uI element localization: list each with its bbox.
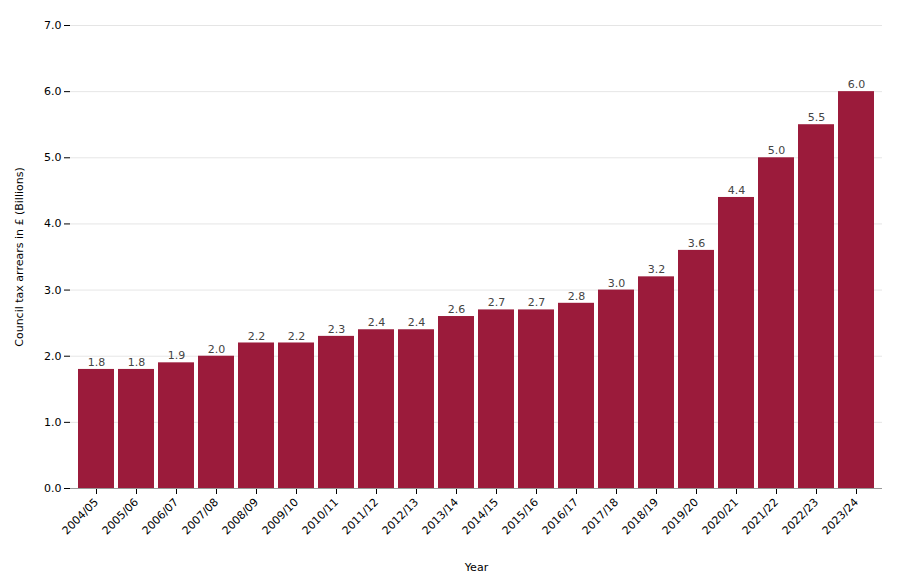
svg-text:6.0: 6.0 [848, 78, 866, 91]
svg-text:2004/05: 2004/05 [60, 496, 102, 538]
svg-text:2022/23: 2022/23 [780, 496, 822, 538]
svg-text:7.0: 7.0 [44, 19, 62, 32]
svg-text:2023/24: 2023/24 [820, 496, 862, 538]
svg-text:2006/07: 2006/07 [140, 496, 182, 538]
svg-text:2.8: 2.8 [568, 290, 586, 303]
svg-text:2.6: 2.6 [448, 303, 466, 316]
svg-text:1.8: 1.8 [128, 356, 146, 369]
svg-text:2.2: 2.2 [248, 330, 266, 343]
svg-text:2007/08: 2007/08 [180, 496, 222, 538]
svg-text:2013/14: 2013/14 [420, 496, 462, 538]
svg-text:2018/19: 2018/19 [620, 496, 662, 538]
svg-text:2010/11: 2010/11 [300, 496, 342, 538]
svg-text:2005/06: 2005/06 [100, 496, 142, 538]
svg-text:2012/13: 2012/13 [380, 496, 422, 538]
svg-text:1.9: 1.9 [168, 349, 186, 362]
svg-text:2019/20: 2019/20 [660, 496, 702, 538]
svg-text:4.0: 4.0 [44, 217, 62, 230]
svg-text:2015/16: 2015/16 [500, 496, 542, 538]
svg-text:2017/18: 2017/18 [580, 496, 622, 538]
svg-text:2.0: 2.0 [208, 343, 226, 356]
svg-text:2.0: 2.0 [44, 350, 62, 363]
svg-text:Year: Year [464, 561, 489, 574]
svg-text:3.6: 3.6 [688, 237, 706, 250]
svg-text:6.0: 6.0 [44, 85, 62, 98]
svg-text:2016/17: 2016/17 [540, 496, 582, 538]
svg-text:0.0: 0.0 [44, 482, 62, 495]
svg-text:5.0: 5.0 [768, 144, 786, 157]
svg-text:2011/12: 2011/12 [340, 496, 382, 538]
svg-text:3.0: 3.0 [44, 284, 62, 297]
svg-text:2.7: 2.7 [488, 296, 506, 309]
svg-text:2.3: 2.3 [328, 323, 346, 336]
svg-text:3.0: 3.0 [608, 277, 626, 290]
svg-text:2020/21: 2020/21 [700, 496, 742, 538]
svg-text:Council tax arrears in £ (Bill: Council tax arrears in £ (Billions) [13, 167, 26, 347]
svg-text:5.5: 5.5 [808, 111, 826, 124]
svg-text:2.2: 2.2 [288, 330, 306, 343]
svg-text:5.0: 5.0 [44, 151, 62, 164]
svg-text:2.4: 2.4 [368, 316, 386, 329]
svg-text:2009/10: 2009/10 [260, 496, 302, 538]
svg-text:2008/09: 2008/09 [220, 496, 262, 538]
svg-text:2.4: 2.4 [408, 316, 426, 329]
svg-text:2014/15: 2014/15 [460, 496, 502, 538]
svg-text:3.2: 3.2 [648, 263, 666, 276]
svg-text:2.7: 2.7 [528, 296, 546, 309]
svg-text:4.4: 4.4 [728, 184, 746, 197]
svg-text:2021/22: 2021/22 [740, 496, 782, 538]
svg-text:1.8: 1.8 [88, 356, 106, 369]
svg-text:1.0: 1.0 [44, 416, 62, 429]
